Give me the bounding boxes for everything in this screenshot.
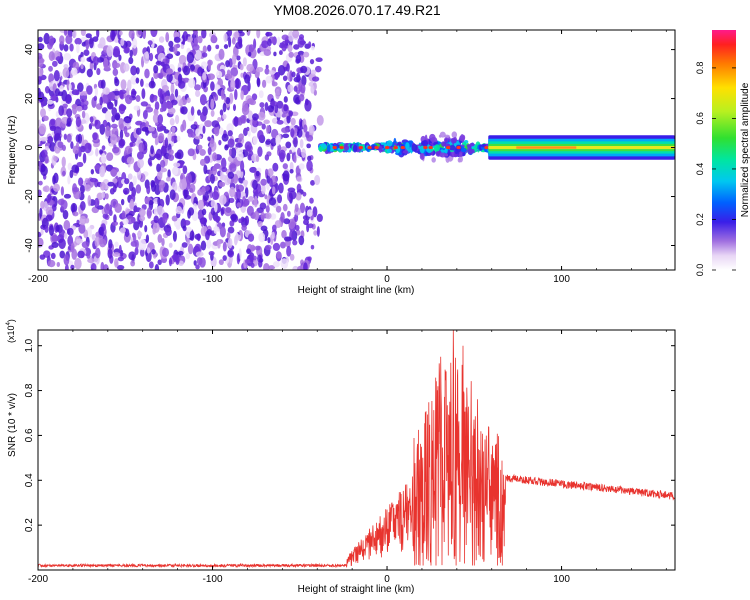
snr-scale-base: (x10 bbox=[6, 325, 16, 343]
colorbar: 0.0 0.2 0.4 0.6 0.8 Normalized spectral ampl… bbox=[695, 30, 750, 276]
spectrogram-x-ticks: -200 -100 0 100 bbox=[28, 30, 667, 285]
colorbar-tick-label: 0.6 bbox=[695, 112, 705, 125]
snr-y-tick-label: 1.0 bbox=[24, 338, 35, 352]
snr-x-tick-label: 100 bbox=[553, 574, 570, 585]
colorbar-gradient bbox=[712, 30, 736, 270]
colorbar-tick-label: 0.8 bbox=[695, 62, 705, 75]
snr-x-tick-label: -200 bbox=[28, 574, 48, 585]
snr-frame bbox=[37, 329, 676, 571]
snr-x-tick-label: -100 bbox=[203, 574, 223, 585]
colorbar-tick-label: 0.2 bbox=[695, 213, 705, 226]
spectrogram-y-ticks: -40 -20 0 20 40 bbox=[24, 44, 675, 253]
snr-scale-exp: 4 bbox=[6, 321, 12, 325]
snr-y-tick-label: 0.4 bbox=[24, 473, 35, 487]
spectrogram-y-label: Frequency (Hz) bbox=[7, 116, 18, 185]
snr-y-tick-label: 0.2 bbox=[24, 518, 35, 532]
spectrogram-x-label: Height of straight line (km) bbox=[298, 285, 415, 296]
svg-text:(x104): (x104) bbox=[6, 319, 16, 343]
spectrogram-x-tick-label: 100 bbox=[553, 274, 570, 285]
spectrogram-y-tick-label: -40 bbox=[24, 238, 35, 253]
snr-y-tick-label: 0.6 bbox=[24, 428, 35, 442]
snr-scale-note: (x104) bbox=[6, 319, 16, 343]
snr-x-ticks: -200 -100 0 100 bbox=[28, 330, 667, 585]
snr-y-ticks: 0.2 0.4 0.6 0.8 1.0 bbox=[24, 338, 675, 532]
snr-y-label: SNR (10 * v/v) bbox=[7, 393, 18, 457]
spectrogram-y-tick-label: 0 bbox=[24, 144, 35, 150]
spectrogram-x-tick-label: -200 bbox=[28, 274, 48, 285]
spectrogram-x-tick-label: 0 bbox=[384, 274, 390, 285]
snr-series-line bbox=[38, 330, 675, 569]
snr-scale-close: ) bbox=[6, 319, 16, 322]
spectrogram-y-tick-label: 20 bbox=[24, 93, 35, 105]
colorbar-tick-label: 0.4 bbox=[695, 163, 705, 176]
spectrogram-heatmap bbox=[38, 30, 675, 270]
spectrogram-y-tick-label: 40 bbox=[24, 44, 35, 56]
colorbar-label: Normalized spectral amplitude bbox=[740, 82, 750, 217]
spectrogram-frame bbox=[37, 29, 676, 271]
spectrogram-y-tick-label: -20 bbox=[24, 189, 35, 204]
spectrogram-x-tick-label: -100 bbox=[203, 274, 223, 285]
snr-panel: -200 -100 0 100 0.2 0.4 0.6 0.8 1.0 Height of s… bbox=[6, 319, 676, 595]
colorbar-tick-label: 0.0 bbox=[695, 264, 705, 277]
colorbar-ticks: 0.0 0.2 0.4 0.6 0.8 bbox=[695, 62, 736, 277]
figure-title: YM08.2026.070.17.49.R21 bbox=[273, 2, 441, 18]
snr-x-label: Height of straight line (km) bbox=[298, 584, 415, 595]
snr-x-tick-label: 0 bbox=[384, 574, 390, 585]
snr-y-tick-label: 0.8 bbox=[24, 383, 35, 397]
